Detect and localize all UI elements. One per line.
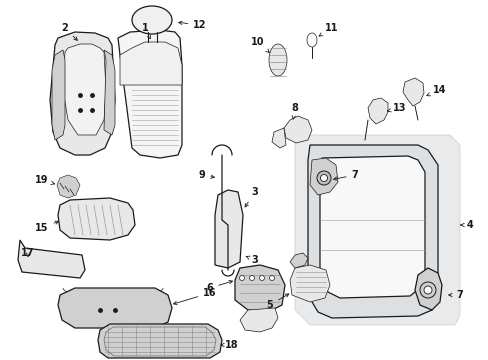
Polygon shape [284,116,311,143]
Circle shape [423,286,431,294]
Circle shape [259,275,264,280]
Polygon shape [50,32,115,155]
Polygon shape [58,288,172,328]
Text: 8: 8 [291,103,298,119]
Polygon shape [98,324,222,358]
Text: 18: 18 [221,340,238,350]
Polygon shape [294,135,459,325]
Polygon shape [57,175,80,198]
Polygon shape [58,198,135,240]
Circle shape [269,275,274,280]
Ellipse shape [132,6,172,34]
Text: 17: 17 [21,248,35,258]
Polygon shape [215,190,243,268]
Text: 3: 3 [244,187,258,207]
Text: 7: 7 [448,290,463,300]
Text: 14: 14 [426,85,446,96]
Circle shape [419,282,435,298]
Polygon shape [118,30,182,158]
Text: 6: 6 [206,280,232,293]
Polygon shape [120,42,182,85]
Text: 19: 19 [35,175,55,185]
Polygon shape [235,265,285,312]
Ellipse shape [306,33,316,47]
Text: 3: 3 [245,255,258,265]
Text: 9: 9 [198,170,214,180]
Polygon shape [52,50,65,140]
Polygon shape [289,253,307,268]
Polygon shape [307,145,437,318]
Polygon shape [104,50,115,135]
Text: 5: 5 [266,294,288,310]
Text: 7: 7 [333,170,358,180]
Circle shape [249,275,254,280]
Polygon shape [414,268,441,310]
Polygon shape [18,240,85,278]
Text: 4: 4 [460,220,472,230]
Polygon shape [309,158,337,195]
Text: 1: 1 [142,23,150,39]
Polygon shape [63,44,106,135]
Polygon shape [319,156,424,298]
Text: 15: 15 [35,221,59,233]
Polygon shape [367,98,387,124]
Circle shape [320,175,327,181]
Polygon shape [289,265,329,302]
Circle shape [239,275,244,280]
Text: 12: 12 [178,20,206,30]
Polygon shape [240,308,278,332]
Text: 2: 2 [61,23,77,40]
Text: 16: 16 [173,288,216,305]
Ellipse shape [268,44,286,76]
Polygon shape [402,78,423,106]
Text: 11: 11 [319,23,338,36]
Text: 13: 13 [386,103,406,113]
Circle shape [316,171,330,185]
Text: 10: 10 [251,37,269,53]
Polygon shape [271,128,285,148]
